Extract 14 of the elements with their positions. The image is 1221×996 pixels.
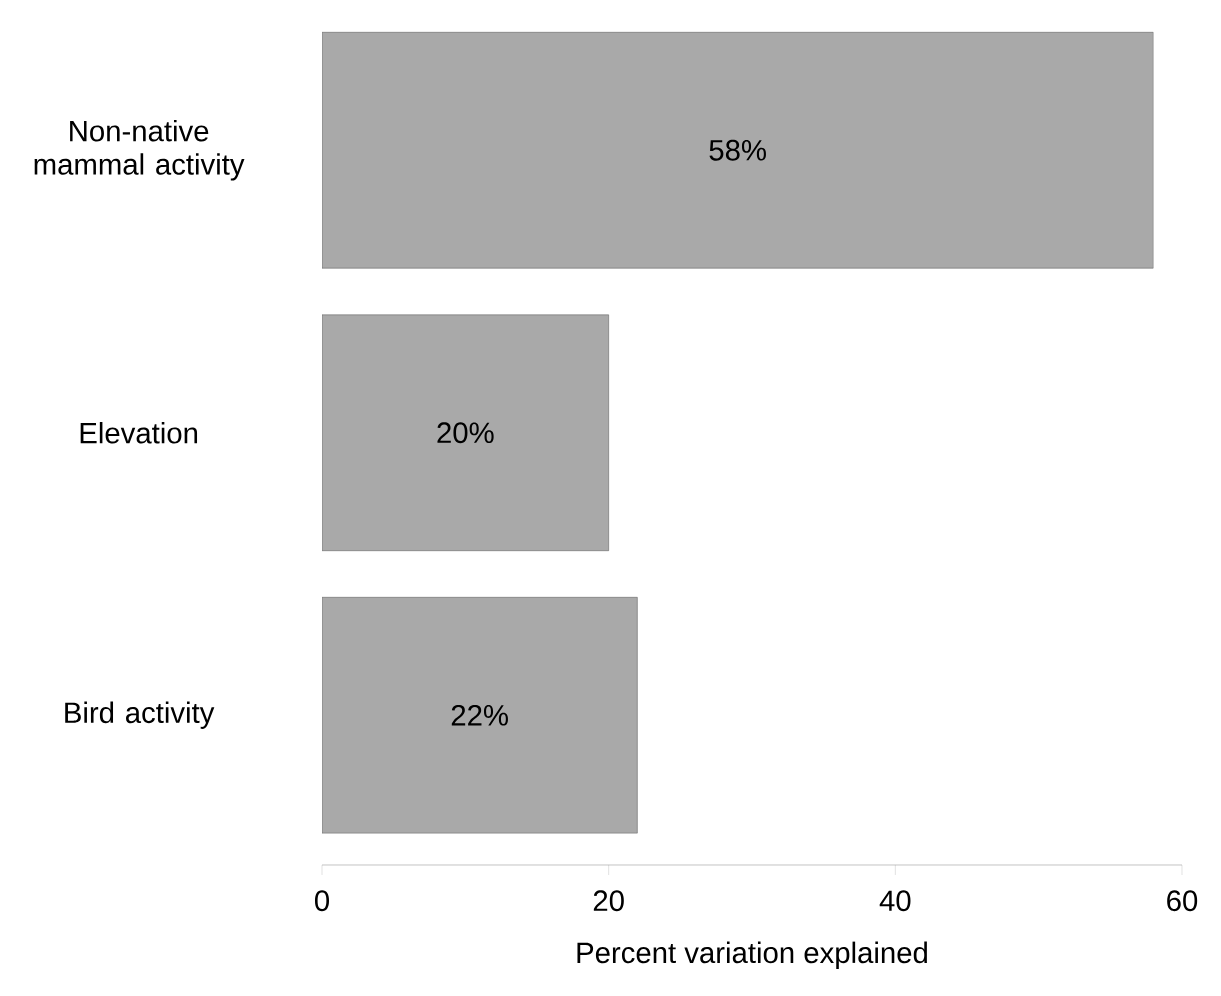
data-label: 22% (451, 704, 508, 726)
y-tick-label: Non-native mammal activity (34, 119, 245, 181)
bar (322, 314, 609, 551)
data-label: 58% (709, 139, 766, 161)
bar (322, 32, 1154, 269)
x-tick-label: 20 (593, 890, 624, 912)
data-label: 20% (437, 422, 494, 444)
x-tick-label: 0 (315, 890, 330, 912)
y-tick-label: Bird activity (65, 701, 215, 729)
bar (322, 597, 638, 834)
x-tick-label: 40 (879, 890, 911, 912)
x-axis-title: Percent variation explained (577, 941, 927, 969)
x-tick-label: 60 (1167, 890, 1198, 912)
y-tick-label: Elevation (80, 421, 198, 444)
